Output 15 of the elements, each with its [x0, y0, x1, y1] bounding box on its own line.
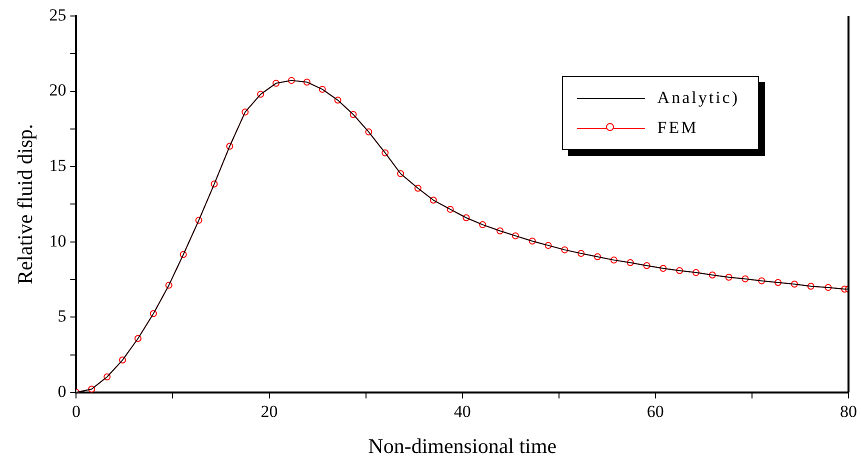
x-tick-label: 20: [260, 402, 278, 422]
y-axis-title: Relative fluid disp.: [13, 124, 38, 284]
x-tick-label: 0: [72, 402, 80, 422]
y-tick-label: 15: [49, 156, 66, 176]
legend-label: FEM: [657, 118, 698, 138]
y-tick-label: 5: [58, 306, 66, 326]
x-tick-label: 40: [454, 402, 471, 422]
legend-label: Analytic): [657, 88, 740, 108]
x-axis-title: Non-dimensional time: [368, 434, 557, 458]
y-tick-label: 0: [58, 382, 66, 401]
x-tick-label: 80: [840, 402, 857, 422]
y-tick-label: 25: [49, 5, 66, 24]
x-tick-label: 60: [646, 402, 664, 422]
y-tick-label: 10: [49, 231, 66, 250]
y-tick-label: 20: [49, 80, 66, 100]
